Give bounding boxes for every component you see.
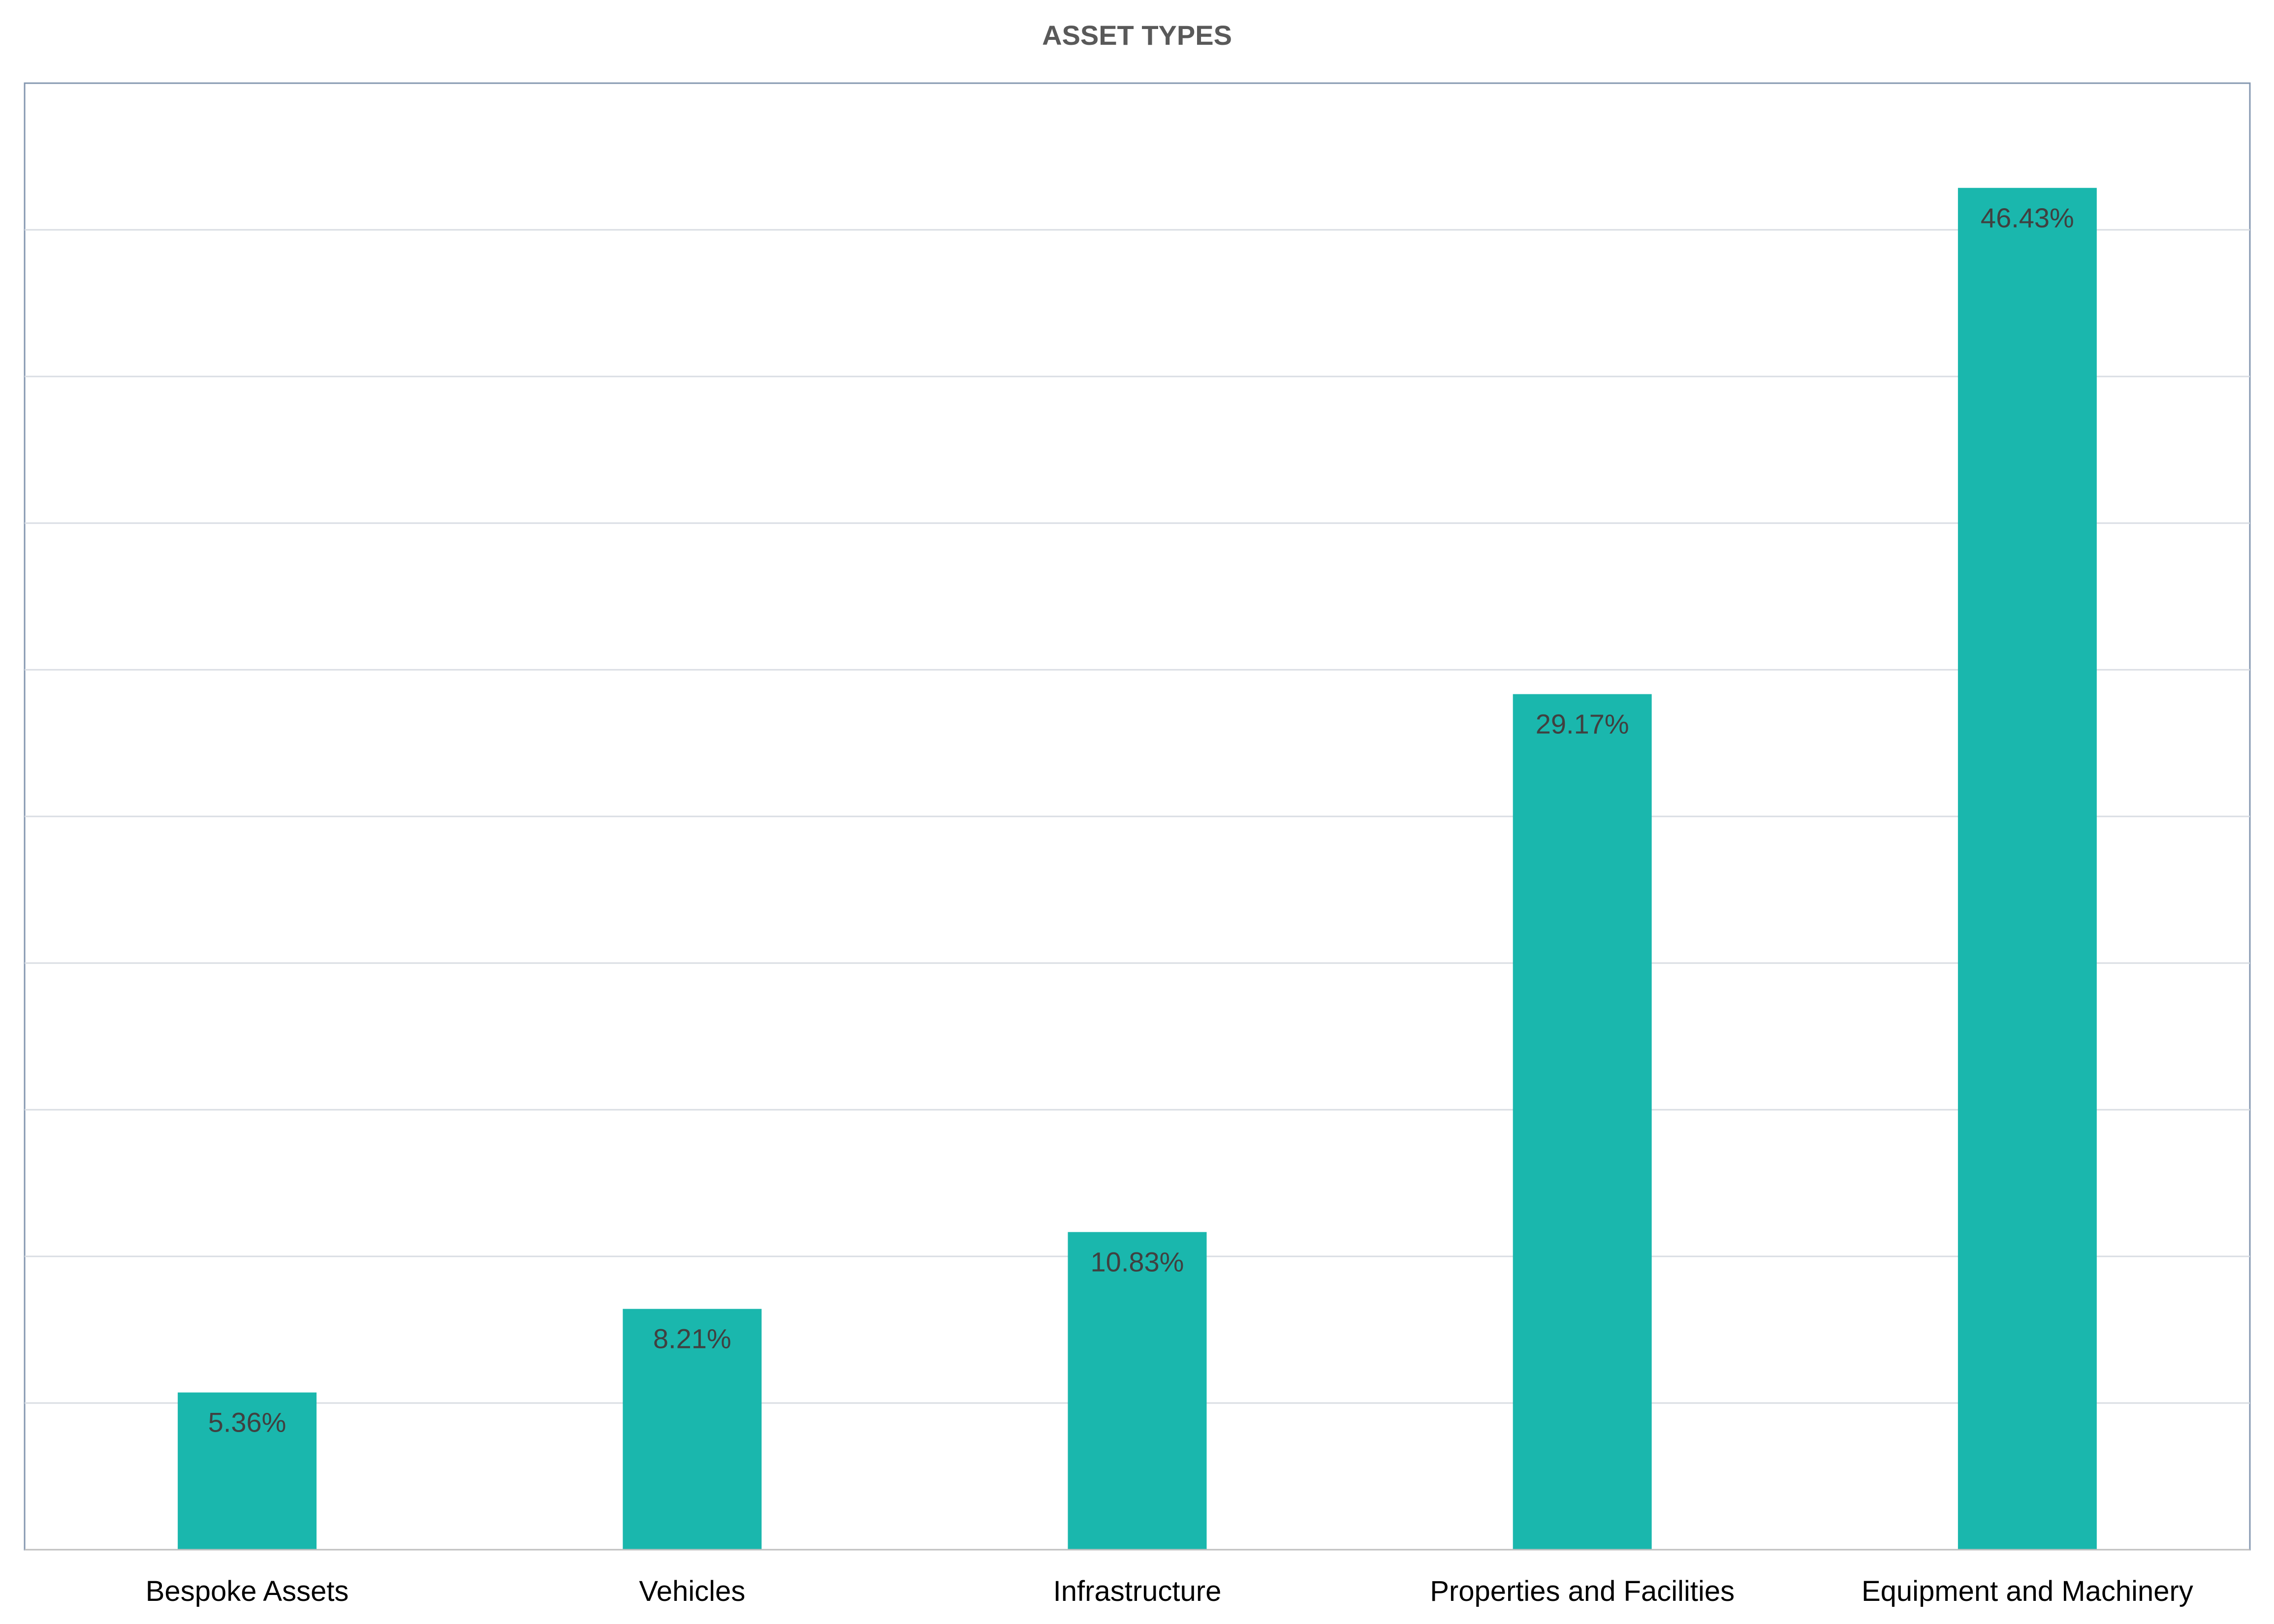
category-label: Infrastructure xyxy=(1053,1575,1222,1607)
data-label: 29.17% xyxy=(1536,708,1629,739)
bar-properties-and-facilities xyxy=(1513,694,1652,1550)
category-label: Properties and Facilities xyxy=(1430,1575,1735,1607)
gridlines xyxy=(25,229,2250,1404)
category-labels: Bespoke Assets Vehicles Infrastructure Prop… xyxy=(146,1575,2193,1607)
category-label: Vehicles xyxy=(639,1575,745,1607)
bar-equipment-and-machinery xyxy=(1958,187,2097,1550)
data-labels: 5.36% 8.21% 10.83% 29.17% 46.43% xyxy=(208,202,2074,1438)
data-label: 10.83% xyxy=(1091,1247,1184,1278)
bars xyxy=(178,187,2097,1550)
bar-vehicles xyxy=(623,1309,762,1550)
category-label: Bespoke Assets xyxy=(146,1575,349,1607)
chart-title: ASSET TYPES xyxy=(1042,20,1232,51)
bar-bespoke-assets xyxy=(178,1392,317,1550)
data-label: 46.43% xyxy=(1981,202,2074,233)
data-label: 5.36% xyxy=(208,1407,286,1438)
data-label: 8.21% xyxy=(653,1323,731,1354)
bar-infrastructure xyxy=(1068,1232,1207,1550)
category-label: Equipment and Machinery xyxy=(1862,1575,2193,1607)
